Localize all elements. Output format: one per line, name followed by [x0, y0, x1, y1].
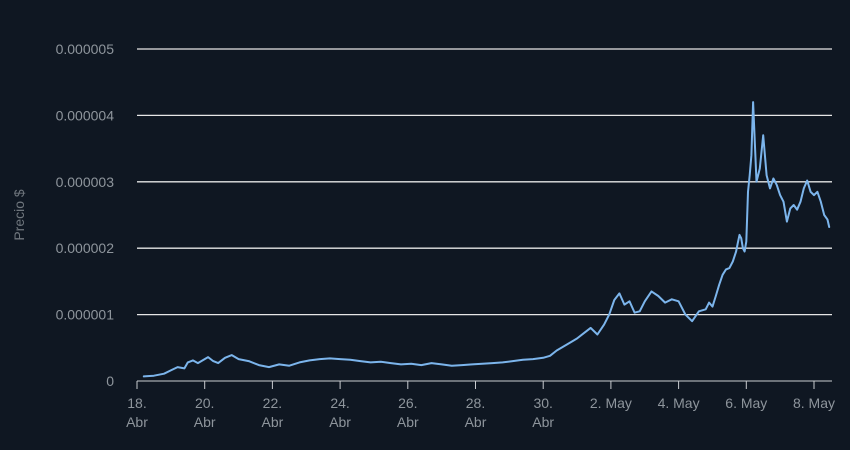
- y-tick-label: 0: [106, 373, 114, 389]
- x-tick-label: 26.: [398, 395, 417, 411]
- y-tick-label: 0.000005: [56, 41, 115, 57]
- y-axis-title: Precio $: [11, 189, 27, 241]
- x-tick-label-month: Abr: [532, 414, 554, 430]
- x-tick-label-month: Abr: [262, 414, 284, 430]
- y-tick-label: 0.000003: [56, 174, 115, 190]
- y-tick-labels: 0 0.000001 0.000002 0.000003 0.000004 0.00000…: [56, 41, 115, 389]
- x-tick-label-month: Abr: [465, 414, 487, 430]
- x-tick-label: 8. May: [793, 395, 835, 411]
- x-tick-label: 4. May: [658, 395, 700, 411]
- y-tick-label: 0.000002: [56, 240, 115, 256]
- x-tick-label-month: Abr: [126, 414, 148, 430]
- x-tick-label: 18.: [127, 395, 146, 411]
- grid-layer: [136, 48, 832, 389]
- x-tick-label: 2. May: [590, 395, 632, 411]
- x-tick-label: 6. May: [725, 395, 767, 411]
- y-tick-label: 0.000001: [56, 307, 115, 323]
- x-tick-label: 28.: [466, 395, 485, 411]
- x-tick-label-month: Abr: [194, 414, 216, 430]
- x-tick-labels: 18. Abr 20. Abr 22. Abr 24. Abr 26. Abr 28. Abr 30. A…: [126, 395, 835, 430]
- y-tick-label: 0.000004: [56, 107, 115, 123]
- price-series-line: [142, 101, 831, 378]
- x-tick-label: 22.: [263, 395, 282, 411]
- x-tick-label: 24.: [330, 395, 349, 411]
- x-tick-label-month: Abr: [329, 414, 351, 430]
- x-tick-label-month: Abr: [397, 414, 419, 430]
- x-tick-label: 30.: [533, 395, 552, 411]
- x-tick-label: 20.: [195, 395, 214, 411]
